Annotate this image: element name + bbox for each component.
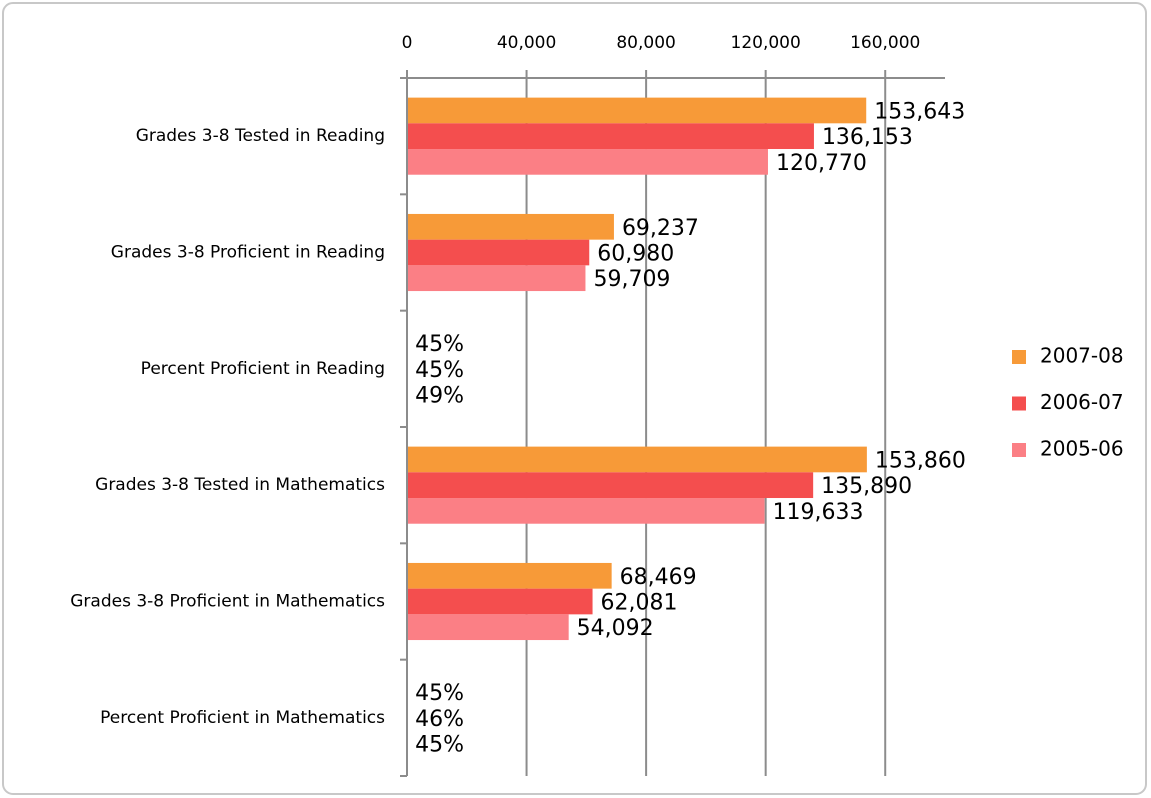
- legend-label: 2005-06: [1040, 437, 1124, 461]
- bar: [407, 97, 867, 124]
- legend-label: 2007-08: [1040, 344, 1124, 368]
- bar: [407, 472, 814, 499]
- data-label: 119,633: [773, 500, 864, 525]
- bar: [407, 588, 593, 615]
- y-tick-label: Percent Proficient in Mathematics: [100, 708, 385, 728]
- bar: [407, 265, 586, 292]
- bar: [407, 239, 590, 266]
- legend-swatch: [1012, 443, 1026, 457]
- legend-swatch: [1012, 396, 1026, 411]
- legend-label: 2006-07: [1040, 390, 1124, 414]
- bar: [407, 149, 768, 175]
- legend-swatch: [1012, 350, 1026, 364]
- data-label: 45%: [415, 332, 464, 357]
- data-label: 45%: [415, 358, 464, 383]
- y-tick-label: Grades 3-8 Proficient in Reading: [111, 243, 385, 263]
- data-label: 62,081: [601, 591, 678, 616]
- bar: [407, 213, 614, 240]
- data-label: 60,980: [597, 242, 674, 267]
- x-tick-label: 160,000: [850, 33, 920, 53]
- x-tick-label: 80,000: [616, 33, 675, 53]
- data-label: 45%: [415, 733, 464, 758]
- data-label: 120,770: [776, 151, 867, 176]
- data-label: 46%: [415, 707, 464, 732]
- x-tick-label: 0: [402, 33, 413, 53]
- data-label: 59,709: [593, 267, 670, 292]
- bar: [407, 498, 765, 524]
- bar: [407, 562, 612, 589]
- bar: [407, 446, 867, 473]
- y-tick-label: Percent Proficient in Reading: [141, 359, 385, 379]
- x-tick-label: 40,000: [497, 33, 556, 53]
- data-label: 49%: [415, 384, 464, 409]
- x-tick-label: 120,000: [731, 33, 801, 53]
- data-label: 136,153: [822, 125, 913, 150]
- data-label: 69,237: [622, 216, 699, 241]
- y-tick-label: Grades 3-8 Tested in Reading: [136, 126, 385, 146]
- data-label: 135,890: [821, 474, 912, 499]
- data-label: 153,860: [875, 448, 966, 473]
- data-label: 153,643: [874, 99, 965, 124]
- y-tick-label: Grades 3-8 Tested in Mathematics: [95, 475, 385, 495]
- bar: [407, 614, 569, 641]
- y-tick-label: Grades 3-8 Proficient in Mathematics: [70, 592, 385, 612]
- bar: [407, 123, 814, 150]
- data-label: 68,469: [620, 565, 697, 590]
- data-label: 54,092: [577, 616, 654, 641]
- data-label: 45%: [415, 681, 464, 706]
